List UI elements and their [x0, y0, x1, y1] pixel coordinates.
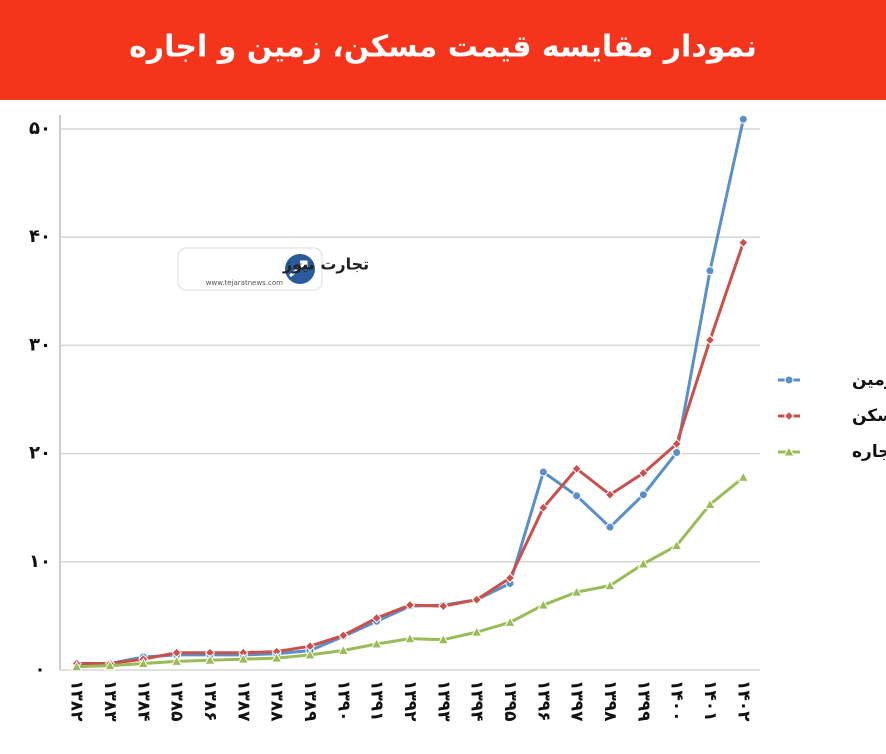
legend-marker	[783, 410, 795, 422]
legend-label: مسکن	[852, 406, 886, 426]
x-tick-label: ۱۳۹۵	[500, 680, 520, 722]
point	[370, 638, 383, 649]
point	[672, 448, 682, 458]
point	[270, 652, 283, 663]
x-tick-label: ۱۳۸۴	[133, 680, 153, 722]
legend-label: اجاره	[852, 442, 886, 462]
point	[638, 490, 648, 500]
point	[504, 572, 516, 584]
point	[604, 579, 616, 591]
point	[604, 489, 616, 500]
legend-label: زمین	[852, 370, 886, 390]
x-tick-label: ۱۳۹۶	[533, 680, 553, 722]
x-tick-label: ۱۳۸۳	[100, 680, 120, 722]
legend-marker	[783, 445, 795, 457]
x-tick-label: ۱۳۹۷	[567, 680, 587, 722]
x-tick-label: ۱۳۹۸	[600, 680, 620, 722]
point	[638, 467, 649, 479]
point	[338, 630, 349, 641]
point	[705, 266, 715, 276]
x-tick-label: ۱۳۹۳	[433, 680, 453, 722]
point	[70, 660, 83, 672]
point	[637, 557, 650, 569]
x-tick-label: ۱۴۰۲	[733, 680, 753, 722]
point	[504, 616, 516, 627]
point	[104, 659, 116, 671]
point	[404, 632, 416, 644]
x-tick-label: ۱۴۰۰	[667, 680, 687, 722]
x-tick-label: ۱۳۸۸	[267, 680, 287, 722]
point	[404, 599, 416, 611]
x-tick-label: ۱۳۹۲	[400, 680, 420, 722]
x-tick-label: ۱۳۹۰	[333, 680, 353, 722]
point	[738, 237, 749, 248]
point	[704, 334, 716, 346]
logo-name: تجارت نیوز	[282, 255, 369, 274]
point	[337, 644, 350, 656]
point	[170, 655, 183, 666]
series-line	[76, 118, 745, 667]
point	[470, 626, 483, 637]
logo: تجارت نیوز www.tejaratnews.com	[177, 247, 369, 291]
point	[671, 438, 682, 450]
x-tick-label: ۱۳۹۱	[367, 680, 387, 722]
point	[537, 599, 550, 610]
title-band	[0, 0, 886, 100]
point	[572, 491, 582, 501]
x-tick-label: ۱۳۸۷	[233, 680, 253, 722]
x-tick-label: ۱۴۰۱	[700, 680, 720, 722]
y-tick-label: ۲۰	[29, 443, 51, 464]
point	[437, 633, 450, 645]
point	[571, 463, 582, 474]
logo-box	[177, 247, 323, 291]
point	[738, 114, 748, 124]
y-tick-label: ۴۰	[29, 226, 51, 247]
point	[137, 657, 150, 669]
y-tick-label: ۱۰	[29, 551, 51, 572]
point	[670, 539, 683, 551]
point	[538, 502, 549, 513]
logo-arrow	[289, 260, 308, 278]
point	[237, 653, 250, 664]
point	[204, 654, 216, 665]
x-tick-label: ۱۳۸۹	[300, 680, 320, 722]
point	[704, 498, 716, 509]
point	[438, 600, 449, 612]
x-tick-label: ۱۳۹۴	[467, 680, 487, 722]
x-tick-label: ۱۳۸۶	[200, 680, 220, 722]
point	[371, 612, 382, 624]
y-tick-label: ۰	[35, 659, 46, 680]
x-tick-label: ۱۳۸۵	[167, 680, 187, 722]
point	[538, 467, 548, 477]
point	[737, 471, 750, 482]
logo-url: www.tejaratnews.com	[206, 279, 283, 287]
y-tick-label: ۵۰	[29, 118, 51, 139]
point	[605, 522, 615, 532]
point	[570, 586, 583, 597]
x-tick-label: ۱۳۹۹	[633, 680, 653, 722]
y-tick-label: ۳۰	[29, 334, 51, 355]
x-tick-label: ۱۳۸۲	[67, 680, 87, 722]
point	[304, 648, 316, 660]
chart-title: نمودار مقایسه قیمت مسکن، زمین و اجاره	[129, 30, 757, 65]
point	[471, 594, 482, 605]
legend-marker	[784, 375, 794, 385]
